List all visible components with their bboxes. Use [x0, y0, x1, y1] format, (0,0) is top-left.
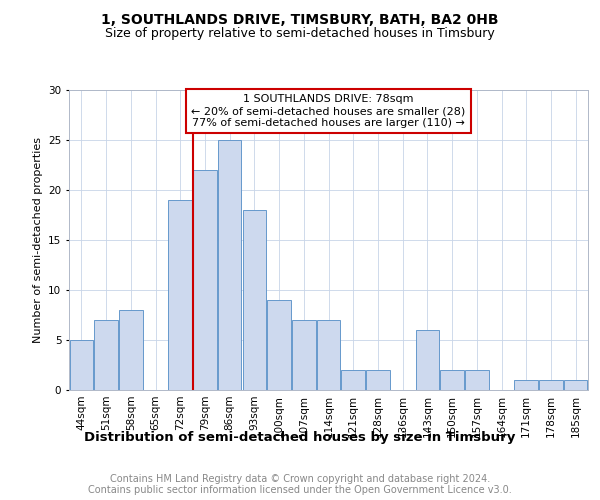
Text: 1, SOUTHLANDS DRIVE, TIMSBURY, BATH, BA2 0HB: 1, SOUTHLANDS DRIVE, TIMSBURY, BATH, BA2… — [101, 12, 499, 26]
Text: Contains public sector information licensed under the Open Government Licence v3: Contains public sector information licen… — [88, 485, 512, 495]
Text: 1 SOUTHLANDS DRIVE: 78sqm
← 20% of semi-detached houses are smaller (28)
77% of : 1 SOUTHLANDS DRIVE: 78sqm ← 20% of semi-… — [191, 94, 466, 128]
Text: Contains HM Land Registry data © Crown copyright and database right 2024.: Contains HM Land Registry data © Crown c… — [110, 474, 490, 484]
Bar — [465, 370, 488, 390]
Bar — [242, 210, 266, 390]
Bar — [169, 200, 192, 390]
Bar — [564, 380, 587, 390]
Y-axis label: Number of semi-detached properties: Number of semi-detached properties — [32, 137, 43, 343]
Bar — [119, 310, 143, 390]
Bar — [70, 340, 93, 390]
Bar — [341, 370, 365, 390]
Bar — [366, 370, 389, 390]
Bar — [268, 300, 291, 390]
Bar — [292, 320, 316, 390]
Bar — [317, 320, 340, 390]
Bar — [514, 380, 538, 390]
Bar — [440, 370, 464, 390]
Bar — [193, 170, 217, 390]
Bar — [218, 140, 241, 390]
Bar — [416, 330, 439, 390]
Text: Size of property relative to semi-detached houses in Timsbury: Size of property relative to semi-detach… — [105, 28, 495, 40]
Bar — [539, 380, 563, 390]
Bar — [94, 320, 118, 390]
Text: Distribution of semi-detached houses by size in Timsbury: Distribution of semi-detached houses by … — [85, 431, 515, 444]
